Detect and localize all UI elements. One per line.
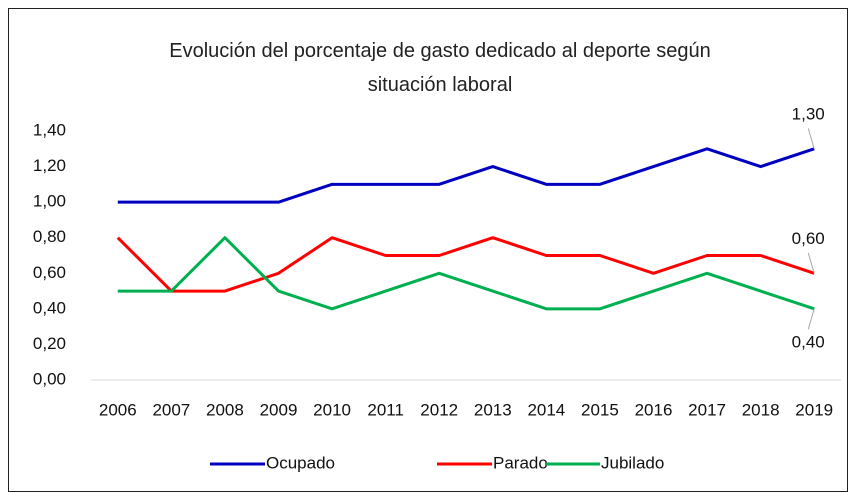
data-label: 1,30 (792, 104, 825, 123)
x-tick-label: 2007 (152, 400, 190, 419)
leader-line (807, 252, 815, 274)
legend-label: Ocupado (266, 453, 335, 472)
y-tick-label: 1,00 (33, 192, 66, 211)
x-tick-label: 2011 (367, 400, 404, 419)
x-tick-label: 2015 (581, 400, 619, 419)
series-line (117, 147, 815, 204)
y-tick-label: 1,20 (33, 156, 66, 175)
x-tick-label: 2006 (99, 400, 137, 419)
series-line (116, 236, 815, 293)
x-tick-label: 2017 (688, 400, 726, 419)
leader-line (807, 308, 815, 330)
legend-label: Jubilado (601, 453, 664, 472)
y-tick-label: 0,20 (33, 334, 66, 353)
data-label: 0,40 (792, 332, 825, 351)
x-tick-label: 2013 (474, 400, 512, 419)
y-tick-label: 1,40 (33, 120, 66, 139)
y-tick-label: 0,00 (33, 369, 66, 388)
x-tick-label: 2010 (313, 400, 351, 419)
y-tick-label: 0,40 (33, 298, 66, 317)
x-tick-label: 2009 (260, 400, 298, 419)
data-label: 0,60 (792, 229, 825, 248)
x-tick-label: 2014 (527, 400, 565, 419)
chart-frame (8, 8, 848, 492)
legend-label: Parado (493, 453, 548, 472)
x-tick-label: 2012 (420, 400, 458, 419)
x-tick-label: 2016 (635, 400, 673, 419)
series-line (117, 236, 815, 311)
x-tick-label: 2008 (206, 400, 244, 419)
chart-title: Evolución del porcentaje de gasto dedica… (169, 40, 711, 96)
y-tick-label: 0,80 (33, 227, 66, 246)
x-tick-label: 2019 (795, 400, 833, 419)
y-tick-label: 0,60 (33, 263, 66, 282)
x-tick-label: 2018 (742, 400, 780, 419)
leader-line (807, 128, 815, 149)
